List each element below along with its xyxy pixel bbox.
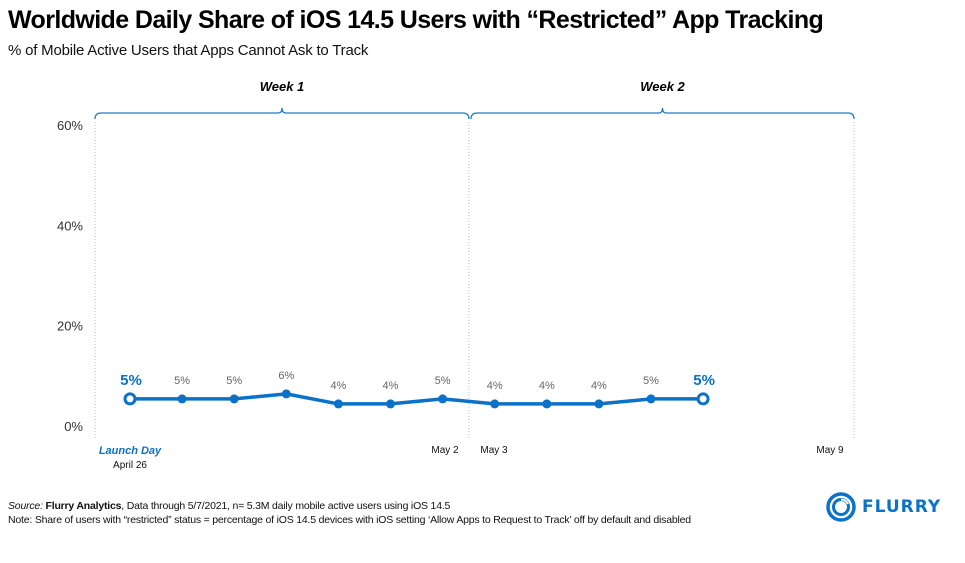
week-bracket <box>94 107 470 120</box>
data-point <box>438 394 448 404</box>
data-label: 5% <box>174 375 190 387</box>
chart-subtitle: % of Mobile Active Users that Apps Canno… <box>8 42 369 59</box>
x-label-launch-day: Launch Day <box>99 445 162 457</box>
source-line: Source: Flurry Analytics, Data through 5… <box>8 499 691 513</box>
x-label-date: May 9 <box>816 445 844 456</box>
y-tick-label: 60% <box>57 118 83 133</box>
flurry-swirl-icon <box>826 492 856 522</box>
x-label-date: May 2 <box>431 445 459 456</box>
line-chart: 0% 20% 40% 60% Week 1 Week 2 5% 5% 5% 6% 4% 4% 5% 4% 4… <box>57 79 855 471</box>
series-line <box>130 392 704 406</box>
y-tick-label: 40% <box>57 218 83 233</box>
data-label: 4% <box>539 380 555 392</box>
data-label: 6% <box>278 370 294 382</box>
week-label: Week 1 <box>260 79 305 94</box>
data-label-endpoint: 5% <box>120 372 142 389</box>
data-point-endpoint <box>123 392 137 406</box>
data-label: 4% <box>330 380 346 392</box>
y-tick-label: 20% <box>57 319 83 334</box>
flurry-logo-text: FLURRY <box>862 497 942 517</box>
x-label-launch-date: April 26 <box>113 460 147 471</box>
week-bracket <box>470 107 855 120</box>
chart-title: Worldwide Daily Share of iOS 14.5 Users … <box>8 6 824 34</box>
y-tick-label: 0% <box>64 419 83 434</box>
flurry-logo: FLURRY <box>826 492 941 522</box>
source-details: , Data through 5/7/2021, n= 5.3M daily m… <box>121 500 451 512</box>
data-label: 5% <box>643 375 659 387</box>
data-point <box>646 394 656 404</box>
x-label-date: May 3 <box>480 445 508 456</box>
data-label: 5% <box>435 375 451 387</box>
data-point <box>542 399 552 409</box>
data-point-endpoint <box>696 392 710 406</box>
data-label-endpoint: 5% <box>693 372 715 389</box>
data-label: 5% <box>226 375 242 387</box>
data-point <box>177 394 187 404</box>
source-prefix: Source: <box>8 500 43 512</box>
data-label: 4% <box>591 380 607 392</box>
data-point <box>281 389 291 399</box>
data-point <box>490 399 500 409</box>
data-label: 4% <box>487 380 503 392</box>
data-point <box>229 394 239 404</box>
note-line: Note: Share of users with “restricted” s… <box>8 514 691 526</box>
source-name: Flurry Analytics <box>45 500 122 512</box>
data-label: 4% <box>383 380 399 392</box>
chart-footer: Source: Flurry Analytics, Data through 5… <box>8 499 691 527</box>
data-point <box>386 399 395 409</box>
week-label: Week 2 <box>640 79 685 94</box>
data-point <box>594 399 604 409</box>
data-point <box>333 399 343 409</box>
